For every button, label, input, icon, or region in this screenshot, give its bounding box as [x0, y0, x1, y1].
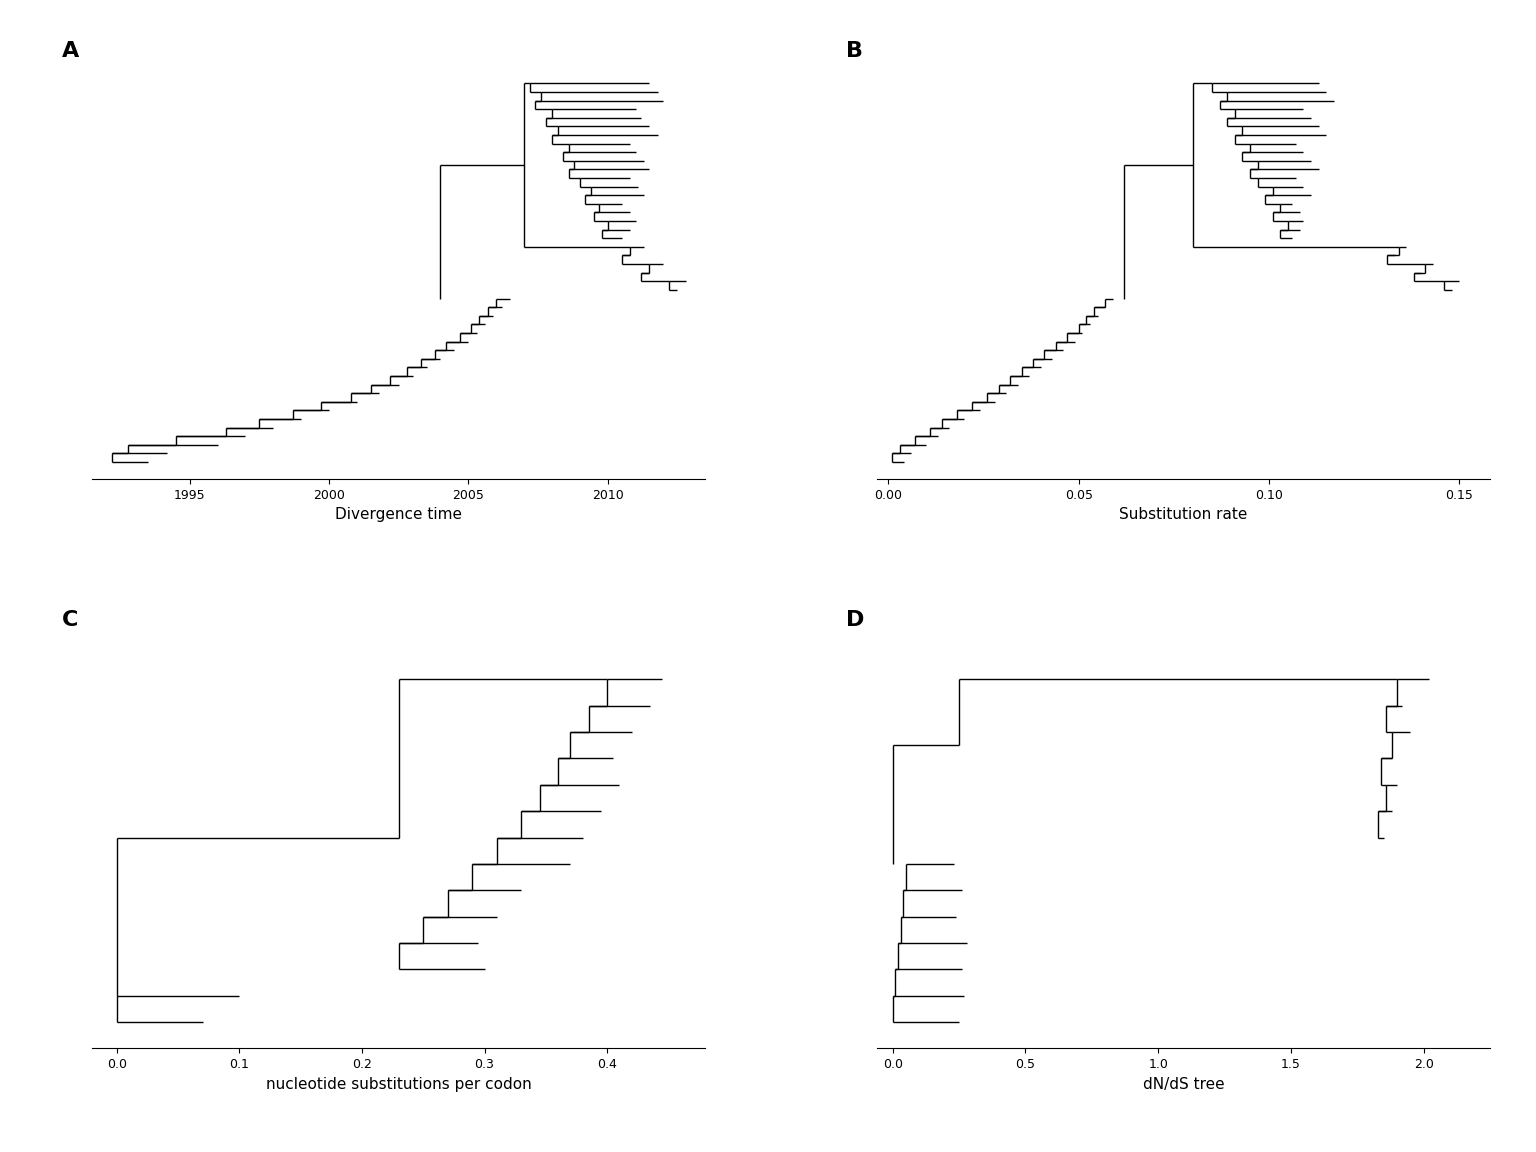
X-axis label: dN/dS tree: dN/dS tree [1143, 1077, 1224, 1092]
Text: D: D [846, 609, 865, 630]
X-axis label: Substitution rate: Substitution rate [1120, 508, 1247, 523]
Text: B: B [846, 40, 863, 61]
Text: A: A [61, 40, 78, 61]
Text: C: C [61, 609, 78, 630]
X-axis label: nucleotide substitutions per codon: nucleotide substitutions per codon [266, 1077, 531, 1092]
X-axis label: Divergence time: Divergence time [335, 508, 462, 523]
